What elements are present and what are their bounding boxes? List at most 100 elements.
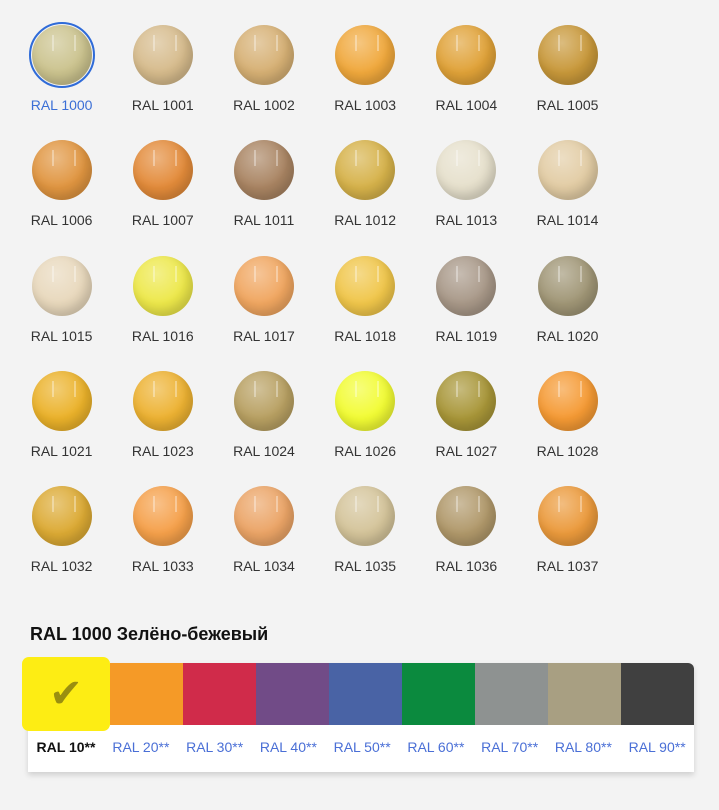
swatch-ral-1032[interactable]: RAL 1032 bbox=[11, 483, 112, 598]
color-ball bbox=[233, 255, 294, 316]
swatch-ral-1020[interactable]: RAL 1020 bbox=[517, 253, 618, 368]
swatch-ring bbox=[332, 137, 398, 203]
group-label-30[interactable]: RAL 30** bbox=[186, 739, 244, 755]
color-ball bbox=[132, 370, 193, 431]
swatch-ral-1023[interactable]: RAL 1023 bbox=[112, 368, 213, 483]
swatch-ral-1033[interactable]: RAL 1033 bbox=[112, 483, 213, 598]
color-ball bbox=[537, 255, 598, 316]
color-ball bbox=[233, 486, 294, 547]
group-label-70[interactable]: RAL 70** bbox=[481, 739, 539, 755]
swatch-ring bbox=[29, 368, 95, 434]
group-label-80[interactable]: RAL 80** bbox=[554, 739, 612, 755]
swatch-label: RAL 1034 bbox=[233, 558, 295, 575]
color-ball bbox=[31, 25, 92, 85]
swatch-ral-1013[interactable]: RAL 1013 bbox=[416, 137, 517, 252]
swatch-ring bbox=[29, 253, 95, 319]
group-segment-60[interactable] bbox=[402, 663, 475, 725]
group-segment-70[interactable] bbox=[475, 663, 548, 725]
swatch-ring bbox=[433, 253, 499, 319]
color-ball bbox=[335, 140, 396, 201]
swatch-label: RAL 1004 bbox=[435, 97, 498, 113]
swatch-ral-1018[interactable]: RAL 1018 bbox=[315, 253, 416, 368]
color-ball bbox=[335, 25, 396, 85]
swatch-label: RAL 1014 bbox=[536, 212, 599, 229]
group-segment-30[interactable] bbox=[183, 663, 256, 725]
color-ball bbox=[31, 370, 92, 431]
color-ball bbox=[31, 255, 92, 316]
swatch-label: RAL 1037 bbox=[536, 558, 599, 575]
swatch-ral-1001[interactable]: RAL 1001 bbox=[112, 22, 213, 137]
swatch-ral-1011[interactable]: RAL 1011 bbox=[213, 137, 314, 252]
swatch-label: RAL 1016 bbox=[131, 327, 194, 344]
swatch-ring bbox=[332, 368, 398, 434]
group-color-bar bbox=[28, 663, 694, 725]
swatch-ral-1002[interactable]: RAL 1002 bbox=[213, 22, 314, 137]
swatch-ring bbox=[535, 368, 601, 434]
swatch-label: RAL 1001 bbox=[131, 97, 194, 113]
group-label-40[interactable]: RAL 40** bbox=[259, 739, 317, 755]
swatch-ral-1015[interactable]: RAL 1015 bbox=[11, 253, 112, 368]
group-segment-80[interactable] bbox=[548, 663, 621, 725]
swatch-ral-1005[interactable]: RAL 1005 bbox=[517, 22, 618, 137]
swatch-ring bbox=[130, 22, 196, 88]
group-segment-50[interactable] bbox=[329, 663, 402, 725]
swatch-label: RAL 1027 bbox=[435, 442, 498, 459]
swatch-ral-1019[interactable]: RAL 1019 bbox=[416, 253, 517, 368]
swatch-ring bbox=[332, 483, 398, 549]
color-ball bbox=[233, 25, 294, 85]
swatch-ral-1021[interactable]: RAL 1021 bbox=[11, 368, 112, 483]
group-segment-20[interactable] bbox=[110, 663, 183, 725]
color-ball bbox=[335, 486, 396, 547]
group-label-90[interactable]: RAL 90** bbox=[628, 739, 686, 755]
group-label-50[interactable]: RAL 50** bbox=[333, 739, 391, 755]
group-label-10[interactable]: RAL 10** bbox=[36, 739, 96, 755]
swatch-ring bbox=[535, 137, 601, 203]
group-segment-40[interactable] bbox=[256, 663, 329, 725]
swatch-ral-1035[interactable]: RAL 1035 bbox=[315, 483, 416, 598]
swatch-label: RAL 1032 bbox=[30, 558, 93, 575]
active-group-swatch[interactable]: ✔ bbox=[22, 657, 110, 731]
swatch-ring bbox=[433, 137, 499, 203]
swatch-ring bbox=[231, 22, 297, 88]
color-ball bbox=[537, 140, 598, 201]
group-label-20[interactable]: RAL 20** bbox=[112, 739, 170, 755]
swatch-label: RAL 1020 bbox=[536, 327, 599, 344]
swatch-label: RAL 1002 bbox=[233, 97, 295, 113]
swatch-ring bbox=[433, 22, 499, 88]
color-ball bbox=[436, 486, 497, 547]
color-ball bbox=[537, 486, 598, 547]
swatch-ral-1027[interactable]: RAL 1027 bbox=[416, 368, 517, 483]
swatch-ring bbox=[231, 368, 297, 434]
swatch-ral-1012[interactable]: RAL 1012 bbox=[315, 137, 416, 252]
color-ball bbox=[31, 486, 92, 547]
swatch-label: RAL 1028 bbox=[536, 442, 599, 459]
swatch-label: RAL 1023 bbox=[131, 442, 194, 459]
swatch-ral-1026[interactable]: RAL 1026 bbox=[315, 368, 416, 483]
swatch-ral-1036[interactable]: RAL 1036 bbox=[416, 483, 517, 598]
swatch-label: RAL 1017 bbox=[233, 327, 295, 344]
swatch-label: RAL 1026 bbox=[334, 442, 397, 459]
swatch-ral-1014[interactable]: RAL 1014 bbox=[517, 137, 618, 252]
swatch-ring bbox=[130, 368, 196, 434]
swatch-ral-1007[interactable]: RAL 1007 bbox=[112, 137, 213, 252]
swatch-label: RAL 1007 bbox=[131, 212, 194, 229]
color-ball bbox=[132, 255, 193, 316]
swatch-ral-1017[interactable]: RAL 1017 bbox=[213, 253, 314, 368]
group-segment-90[interactable] bbox=[621, 663, 694, 725]
swatch-ral-1000[interactable]: RAL 1000 bbox=[11, 22, 112, 137]
swatch-ral-1034[interactable]: RAL 1034 bbox=[213, 483, 314, 598]
swatch-ral-1006[interactable]: RAL 1006 bbox=[11, 137, 112, 252]
swatch-ring bbox=[535, 22, 601, 88]
swatch-ral-1004[interactable]: RAL 1004 bbox=[416, 22, 517, 137]
color-ball bbox=[233, 140, 294, 201]
swatch-ral-1028[interactable]: RAL 1028 bbox=[517, 368, 618, 483]
swatch-ral-1016[interactable]: RAL 1016 bbox=[112, 253, 213, 368]
swatch-ral-1037[interactable]: RAL 1037 bbox=[517, 483, 618, 598]
group-labels: RAL 10** RAL 20** RAL 30** RAL 40** RAL 50**… bbox=[28, 739, 694, 755]
swatch-ring bbox=[130, 483, 196, 549]
color-ball bbox=[31, 140, 92, 201]
swatch-ral-1024[interactable]: RAL 1024 bbox=[213, 368, 314, 483]
group-label-60[interactable]: RAL 60** bbox=[407, 739, 465, 755]
swatch-ral-1003[interactable]: RAL 1003 bbox=[315, 22, 416, 137]
swatch-label: RAL 1005 bbox=[536, 97, 599, 113]
